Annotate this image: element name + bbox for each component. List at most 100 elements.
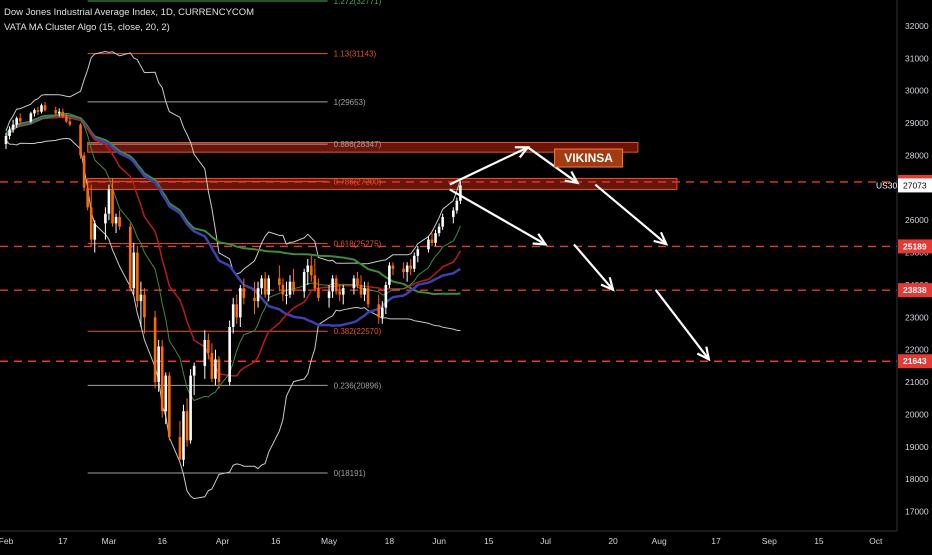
candle-body: [36, 110, 40, 112]
candle-body: [427, 239, 430, 250]
projection-arrow[interactable]: [527, 146, 579, 184]
candle-body: [157, 346, 160, 383]
candle-body: [214, 359, 217, 379]
candle-body: [111, 189, 114, 224]
candle-body: [182, 411, 185, 460]
candle-body: [164, 375, 168, 412]
candle-body: [256, 288, 260, 302]
candle-body: [331, 278, 334, 292]
candle-body: [231, 304, 235, 328]
ma-green: [5, 113, 461, 296]
time-tick-label: Jun: [432, 536, 446, 546]
candle-body: [388, 265, 391, 285]
projection-arrows[interactable]: [449, 146, 711, 362]
level-price-tag-bg: [898, 239, 932, 254]
candle-body: [15, 118, 18, 125]
fib-level-label: 0.886(28347): [334, 140, 382, 149]
arrow-head: [696, 346, 711, 362]
time-tick-label: 15: [814, 536, 824, 546]
level-price-tag-bg: [898, 354, 932, 369]
candle-body: [338, 291, 341, 295]
candle-body: [128, 226, 132, 289]
candle-body: [61, 111, 65, 117]
candle-body: [317, 288, 320, 298]
price-tick-label: 20000: [905, 409, 929, 419]
candle-body: [363, 288, 366, 295]
time-tick-label: Oct: [869, 536, 883, 546]
candle-body: [203, 339, 207, 366]
candle-body: [228, 327, 231, 383]
resistance-zone: [87, 141, 639, 153]
candle-body: [29, 113, 33, 122]
candle-body: [352, 278, 356, 289]
projection-arrow[interactable]: [573, 243, 614, 291]
projection-arrow[interactable]: [594, 183, 668, 245]
last-price-tag-bg: [898, 178, 932, 193]
annotations[interactable]: VIKINSA: [554, 148, 624, 168]
candle-body: [192, 365, 196, 376]
candle-body: [79, 124, 82, 156]
candle-body: [235, 304, 239, 318]
candle-body: [118, 216, 121, 227]
vikinsa-label: VIKINSA: [564, 151, 613, 165]
candle-body: [207, 339, 210, 353]
projection-arrow[interactable]: [654, 289, 710, 361]
indicator-title: VATA MA Cluster Algo (15, close, 20, 2): [4, 22, 170, 33]
horizontal-levels[interactable]: [0, 181, 897, 362]
projection-arrow[interactable]: [449, 188, 547, 246]
candle-body: [455, 200, 459, 211]
candle-body: [185, 411, 189, 441]
price-tick-label: 19000: [905, 442, 929, 452]
level-price-tag: 23838: [903, 285, 927, 295]
candle-body: [292, 281, 295, 292]
candle-body: [139, 294, 143, 302]
time-tick-label: Sep: [762, 536, 777, 546]
candle-body: [43, 105, 47, 111]
candle-body: [93, 223, 97, 240]
fib-level-label: 1(29653): [334, 98, 366, 107]
price-tick-label: 18000: [905, 474, 929, 484]
price-tick-label: 21000: [905, 377, 929, 387]
candle-body: [11, 124, 15, 130]
candle-body: [285, 294, 288, 296]
candle-body: [33, 110, 36, 114]
time-axis[interactable]: Feb 17 Mar 16 Apr 16 May 18 Jun 15 Jul 20 Aug 17 Sep 15…: [0, 530, 897, 546]
candle-body: [356, 278, 359, 285]
candle-body: [153, 317, 157, 383]
symbol-title: Dow Jones Industrial Average Index, 1D, …: [4, 7, 255, 18]
candle-body: [253, 297, 256, 302]
candle-body: [136, 252, 139, 302]
candle-body: [143, 294, 146, 318]
candle-body: [366, 288, 370, 305]
fib-level-label: 0.236(20896): [334, 381, 382, 390]
time-tick-label: 16: [157, 536, 167, 546]
arrow-head: [564, 170, 580, 185]
candle-body: [18, 118, 22, 122]
price-tick-label: 32000: [905, 21, 929, 31]
candle-body: [178, 437, 182, 460]
arrow-head: [600, 276, 615, 292]
fib-level-label: 1.13(31143): [334, 50, 377, 59]
candle-body: [327, 291, 331, 298]
price-tick-label: 26000: [905, 215, 929, 225]
candle-body: [263, 278, 267, 295]
price-axis[interactable]: 1700018000190002000021000220002300024000…: [876, 0, 932, 531]
candle-body: [160, 346, 164, 412]
candle-body: [416, 249, 420, 256]
candle-body: [302, 271, 306, 292]
price-tick-label: 23000: [905, 312, 929, 322]
candles: [4, 101, 462, 467]
last-price-tag: 27073: [903, 180, 927, 190]
vikinsa-label-box[interactable]: [554, 148, 624, 168]
time-tick-label: 15: [484, 536, 494, 546]
projection-arrow[interactable]: [449, 146, 529, 186]
candle-body: [217, 359, 221, 383]
candle-body: [132, 252, 136, 289]
level-price-tag: 25189: [903, 241, 927, 251]
candle-body: [384, 284, 388, 308]
candle-body: [40, 105, 43, 112]
